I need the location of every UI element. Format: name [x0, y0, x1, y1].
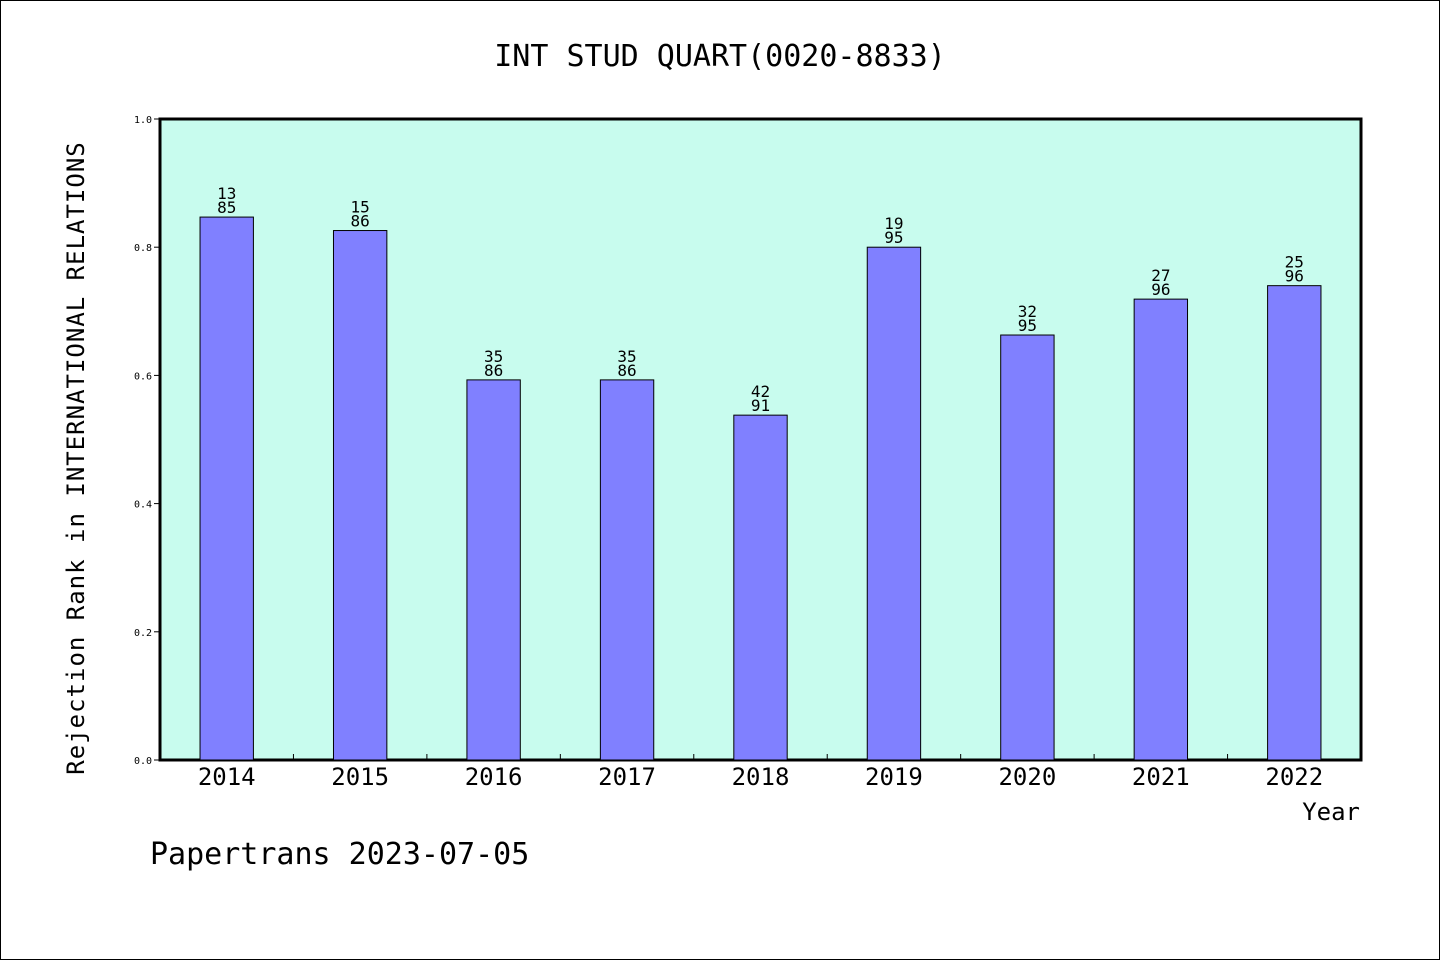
y-tick-label: 0.4: [134, 500, 152, 511]
bar-label-bottom: 95: [884, 228, 903, 247]
x-tick-label: 2020: [998, 763, 1056, 791]
bar-label-top: 25: [1285, 253, 1304, 272]
x-tick-label: 2019: [865, 763, 923, 791]
bar-label-top: 32: [1018, 302, 1037, 321]
chart-title: INT STUD QUART(0020-8833): [494, 39, 946, 74]
x-tick-label: 2016: [465, 763, 523, 791]
bar-label-bottom: 86: [484, 361, 503, 380]
y-tick-label: 0.6: [134, 371, 152, 382]
bars: [199, 216, 1322, 761]
y-axis-label: Rejection Rank in INTERNATIONAL RELATION…: [62, 141, 90, 774]
x-tick-label: 2015: [331, 763, 389, 791]
y-tick-label: 0.8: [134, 243, 152, 254]
x-tick-label: 2014: [198, 763, 256, 791]
bar: [466, 379, 521, 761]
bar: [1133, 298, 1189, 761]
y-tick-label: 1.0: [134, 115, 152, 126]
x-tick-label: 2022: [1265, 763, 1323, 791]
bar: [733, 414, 788, 761]
bar-label-bottom: 96: [1151, 280, 1170, 299]
y-axis: 0.0 0.2 0.4 0.6 0.8 1.0: [134, 115, 160, 767]
bar: [332, 230, 388, 761]
bar-label-bottom: 96: [1285, 267, 1304, 286]
bar: [1267, 285, 1322, 761]
x-axis-label: Year: [1302, 798, 1360, 826]
bar-label-top: 35: [484, 347, 503, 366]
bar-label-bottom: 91: [751, 396, 770, 415]
bar: [199, 216, 254, 761]
x-tick-label: 2018: [732, 763, 790, 791]
bar-label-top: 19: [884, 214, 903, 233]
bar-label-top: 13: [217, 184, 236, 203]
bar-label-bottom: 95: [1018, 316, 1037, 335]
bar: [1000, 334, 1055, 761]
bar: [866, 246, 922, 761]
bar-label-bottom: 86: [617, 361, 636, 380]
bar-label-top: 42: [751, 382, 770, 401]
footer-date-stamp: Papertrans 2023-07-05: [150, 837, 529, 872]
bar-label-bottom: 86: [351, 212, 370, 231]
bar-label-top: 15: [351, 198, 370, 217]
bar-label-top: 27: [1151, 266, 1170, 285]
y-tick-label: 0.0: [134, 756, 152, 767]
x-tick-label: 2021: [1132, 763, 1190, 791]
bar-label-top: 35: [617, 347, 636, 366]
bar-label-bottom: 85: [217, 198, 236, 217]
x-axis: 2014 2015 2016 2017 2018 2019 2020 2021 2022: [198, 754, 1323, 791]
bar: [599, 379, 655, 761]
x-tick-label: 2017: [598, 763, 656, 791]
y-tick-label: 0.2: [134, 628, 152, 639]
